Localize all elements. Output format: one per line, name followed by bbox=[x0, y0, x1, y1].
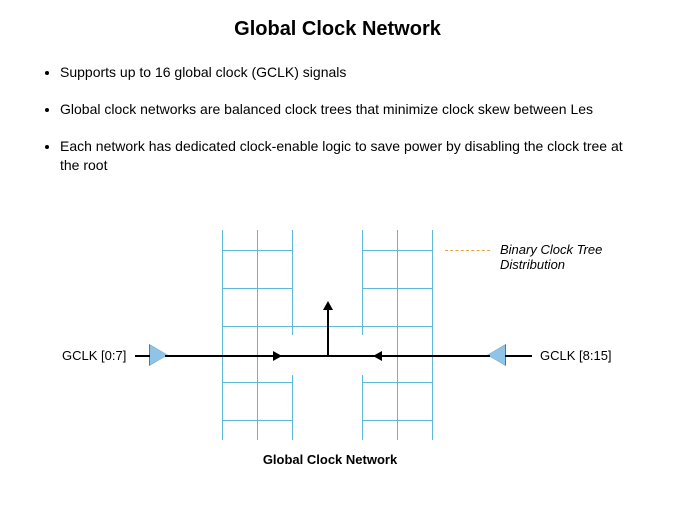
arrow-head-up-icon bbox=[323, 301, 333, 310]
connector-line bbox=[505, 355, 532, 357]
gclk-left-label: GCLK [0:7] bbox=[62, 348, 126, 363]
connector-line bbox=[135, 355, 150, 357]
grid-horizontal bbox=[222, 250, 292, 251]
diagram: GCLK [0:7] GCLK [8:15] Binary Clock Tree D… bbox=[0, 220, 675, 480]
arrow-line bbox=[380, 355, 490, 357]
grid-vertical bbox=[257, 230, 258, 440]
arrow-line bbox=[165, 355, 275, 357]
bullet-item: Each network has dedicated clock-enable … bbox=[60, 137, 625, 175]
arrow-line bbox=[275, 355, 380, 357]
grid-vertical bbox=[397, 230, 398, 440]
diagram-caption: Global Clock Network bbox=[230, 452, 430, 467]
grid-horizontal bbox=[362, 250, 432, 251]
grid-vertical bbox=[292, 375, 293, 440]
grid-vertical bbox=[362, 375, 363, 440]
grid-horizontal bbox=[222, 288, 292, 289]
bullet-list: Supports up to 16 global clock (GCLK) si… bbox=[0, 51, 675, 175]
grid-horizontal bbox=[362, 420, 432, 421]
grid-vertical bbox=[362, 230, 363, 335]
grid-horizontal bbox=[222, 420, 292, 421]
legend-dash bbox=[445, 250, 490, 251]
grid-horizontal bbox=[222, 382, 292, 383]
legend-label: Binary Clock Tree Distribution bbox=[500, 242, 650, 272]
grid-vertical bbox=[432, 230, 433, 440]
gclk-right-label: GCLK [8:15] bbox=[540, 348, 612, 363]
bullet-item: Supports up to 16 global clock (GCLK) si… bbox=[60, 63, 625, 82]
arrow-line bbox=[327, 308, 329, 355]
bullet-item: Global clock networks are balanced clock… bbox=[60, 100, 625, 119]
grid-horizontal bbox=[362, 382, 432, 383]
grid-vertical bbox=[222, 230, 223, 440]
page-title: Global Clock Network bbox=[0, 0, 675, 51]
grid-vertical bbox=[292, 230, 293, 335]
grid-horizontal bbox=[362, 288, 432, 289]
